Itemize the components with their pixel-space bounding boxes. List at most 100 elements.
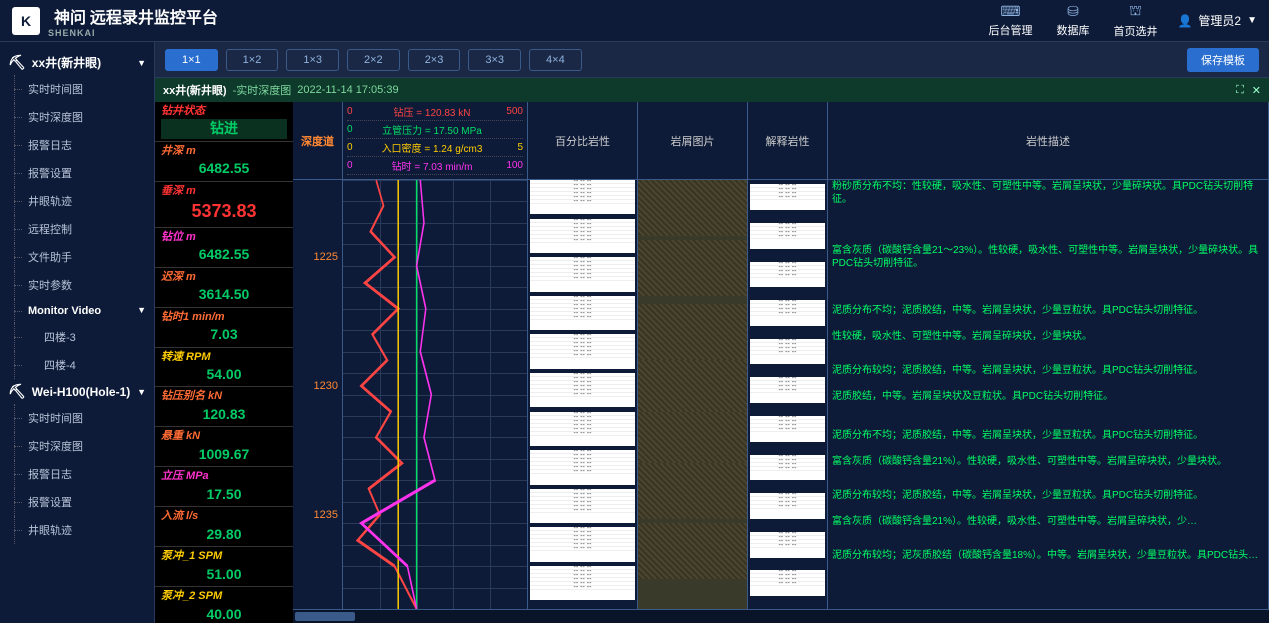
layout-button[interactable]: 1×3 (286, 49, 339, 71)
lith-description: 富含灰质（碳酸钙含量21%）。性较硬，吸水性、可塑性中等。岩屑呈碎块状，少… (832, 515, 1264, 528)
horizontal-scrollbar[interactable] (293, 609, 1269, 623)
param-label: 转速 RPM (161, 350, 287, 365)
lith-strip: -- -- ---- -- ---- -- ---- -- ---- -- --… (530, 296, 635, 330)
user-menu[interactable]: 👤 管理员2 ▼ (1177, 12, 1257, 29)
param-row: 井深 m6482.55 (155, 142, 293, 182)
scrollbar-thumb[interactable] (295, 612, 355, 621)
layout-button[interactable]: 4×4 (529, 49, 582, 71)
lith-description: 泥质分布不均；泥质胶结，中等。岩屑呈块状，少量豆粒状。具PDC钻头切削特征。 (832, 429, 1264, 442)
logo: K 神问 远程录井监控平台 SHENKAI (12, 4, 218, 38)
desc-header: 岩性描述 (828, 102, 1269, 179)
tree-item[interactable]: 报警设置 (0, 488, 154, 516)
tree-item[interactable]: 井眼轨迹 (0, 516, 154, 544)
lith-strip: -- -- ---- -- ---- -- ---- -- -- (750, 455, 825, 481)
param-row: 钻时1 min/m7.03 (155, 308, 293, 348)
caret-down-icon: ▼ (137, 387, 146, 397)
lith-strip: -- -- ---- -- ---- -- ---- -- -- (750, 223, 825, 249)
param-label: 垂深 m (161, 184, 287, 199)
rock-image (638, 240, 747, 296)
view-header: xx井(新井眼) -实时深度图 2022-11-14 17:05:39 ⛶ ✕ (155, 78, 1269, 102)
view-timestamp: 2022-11-14 17:05:39 (297, 84, 398, 96)
param-panel: 钻井状态钻进井深 m6482.55垂深 m5373.83钻位 m6482.55迟… (155, 102, 293, 623)
depth-tick: 1230 (314, 380, 338, 392)
rock-image (638, 180, 747, 236)
lith-strip: -- -- ---- -- ---- -- ---- -- -- (750, 262, 825, 288)
logo-mark: K (12, 7, 40, 35)
param-value: 3614.50 (161, 285, 287, 305)
param-row: 迟深 m3614.50 (155, 268, 293, 308)
tree-item[interactable]: 报警日志 (0, 131, 154, 159)
top-nav-item[interactable]: ⛁数据库 (1056, 3, 1089, 38)
tree-item[interactable]: 实时参数 (0, 271, 154, 299)
layout-button[interactable]: 2×3 (408, 49, 461, 71)
tree-item[interactable]: Monitor Video ▼ (0, 299, 154, 323)
nav-label: 首页选井 (1113, 23, 1157, 39)
curve-legend: 0入口密度 = 1.24 g/cm35 (347, 139, 523, 157)
tree-item[interactable]: 远程控制 (0, 215, 154, 243)
layout-button[interactable]: 3×3 (468, 49, 521, 71)
param-label: 钻时1 min/m (161, 310, 287, 325)
layout-button[interactable]: 2×2 (347, 49, 400, 71)
close-icon[interactable]: ✕ (1252, 84, 1261, 97)
user-icon: 👤 (1177, 14, 1192, 28)
tree-sub-item[interactable]: 四楼-3 (0, 323, 154, 351)
well-icon: ⛏ (8, 383, 26, 400)
top-nav-item[interactable]: ⛫ 首页选井 (1113, 2, 1157, 39)
nav-label: 后台管理 (988, 22, 1032, 38)
tree-item[interactable]: 实时深度图 (0, 432, 154, 460)
param-value: 6482.55 (161, 245, 287, 265)
nav-label: 数据库 (1056, 22, 1089, 38)
param-label: 迟深 m (161, 270, 287, 285)
save-template-button[interactable]: 保存模板 (1187, 48, 1259, 72)
tree-sub-item[interactable]: 四楼-4 (0, 351, 154, 379)
param-label: 立压 MPa (161, 469, 287, 484)
tree-well[interactable]: ⛏Wei-H100(Hole-1)▼ (0, 379, 154, 404)
param-value: 40.00 (161, 605, 287, 623)
well-name: xx井(新井眼) (32, 54, 101, 71)
sidebar: ⛏xx井(新井眼)▼实时时间图实时深度图报警日志报警设置井眼轨迹远程控制文件助手… (0, 42, 155, 623)
lith-description: 泥质分布较均；泥灰质胶结（碳酸钙含量18%）。中等。岩屑呈块状，少量豆粒状。具P… (832, 549, 1264, 562)
well-icon: ⛏ (8, 54, 26, 71)
lith-strip: -- -- ---- -- ---- -- ---- -- -- (750, 339, 825, 365)
nav-icon: ⛫ (1129, 2, 1142, 21)
view-well-name: xx井(新井眼) (163, 82, 227, 98)
rock-image (638, 360, 747, 416)
lith-description: 富含灰质（碳酸钙含量21～23%）。性较硬，吸水性、可塑性中等。岩屑呈块状，少量… (832, 244, 1264, 270)
param-label: 入流 l/s (161, 509, 287, 524)
curve-track (343, 180, 528, 609)
param-value: 54.00 (161, 365, 287, 385)
lith-strip: -- -- ---- -- ---- -- ---- -- -- (750, 377, 825, 403)
pct-header: 百分比岩性 (528, 102, 638, 179)
param-value: 钻进 (161, 119, 287, 139)
lith-strip: -- -- ---- -- ---- -- ---- -- -- (750, 416, 825, 442)
rock-image (638, 523, 747, 579)
tree-item[interactable]: 实时时间图 (0, 75, 154, 103)
curve-legend: 0立管压力 = 17.50 MPa (347, 121, 523, 139)
lith-strip: -- -- ---- -- ---- -- ---- -- ---- -- --… (530, 527, 635, 561)
user-label: 管理员2 (1198, 12, 1241, 29)
tree-item[interactable]: 实时时间图 (0, 404, 154, 432)
param-value: 6482.55 (161, 159, 287, 179)
lith-strip: -- -- ---- -- ---- -- ---- -- ---- -- --… (530, 489, 635, 523)
top-nav-item[interactable]: ⌨后台管理 (988, 3, 1032, 38)
lith-strip: -- -- ---- -- ---- -- ---- -- ---- -- --… (530, 412, 635, 446)
lith-description: 富含灰质（碳酸钙含量21%）。性较硬，吸水性、可塑性中等。岩屑呈碎块状，少量块状… (832, 455, 1264, 468)
param-value: 5373.83 (161, 199, 287, 224)
tree-well[interactable]: ⛏xx井(新井眼)▼ (0, 50, 154, 75)
param-row: 钻压别名 kN120.83 (155, 387, 293, 427)
lith-description: 泥质胶结，中等。岩屑呈块状及豆粒状。具PDC钻头切削特征。 (832, 390, 1264, 403)
expand-icon[interactable]: ⛶ (1236, 84, 1244, 97)
rock-image (638, 412, 747, 468)
lith-strip: -- -- ---- -- ---- -- ---- -- ---- -- --… (530, 219, 635, 253)
tree-item[interactable]: 实时深度图 (0, 103, 154, 131)
layout-button[interactable]: 1×2 (226, 49, 279, 71)
lith-description: 泥质分布较均；泥质胶结，中等。岩屑呈块状，少量豆粒状。具PDC钻头切削特征。 (832, 489, 1264, 502)
param-row: 悬重 kN1009.67 (155, 427, 293, 467)
tree-item[interactable]: 报警日志 (0, 460, 154, 488)
tree-item[interactable]: 报警设置 (0, 159, 154, 187)
tree-item[interactable]: 文件助手 (0, 243, 154, 271)
layout-button[interactable]: 1×1 (165, 49, 218, 71)
lith-description: 粉砂质分布不均：性较硬，吸水性、可塑性中等。岩屑呈块状，少量碎块状。具PDC钻头… (832, 180, 1264, 206)
tree-item[interactable]: 井眼轨迹 (0, 187, 154, 215)
depth-tick: 1235 (314, 509, 338, 521)
